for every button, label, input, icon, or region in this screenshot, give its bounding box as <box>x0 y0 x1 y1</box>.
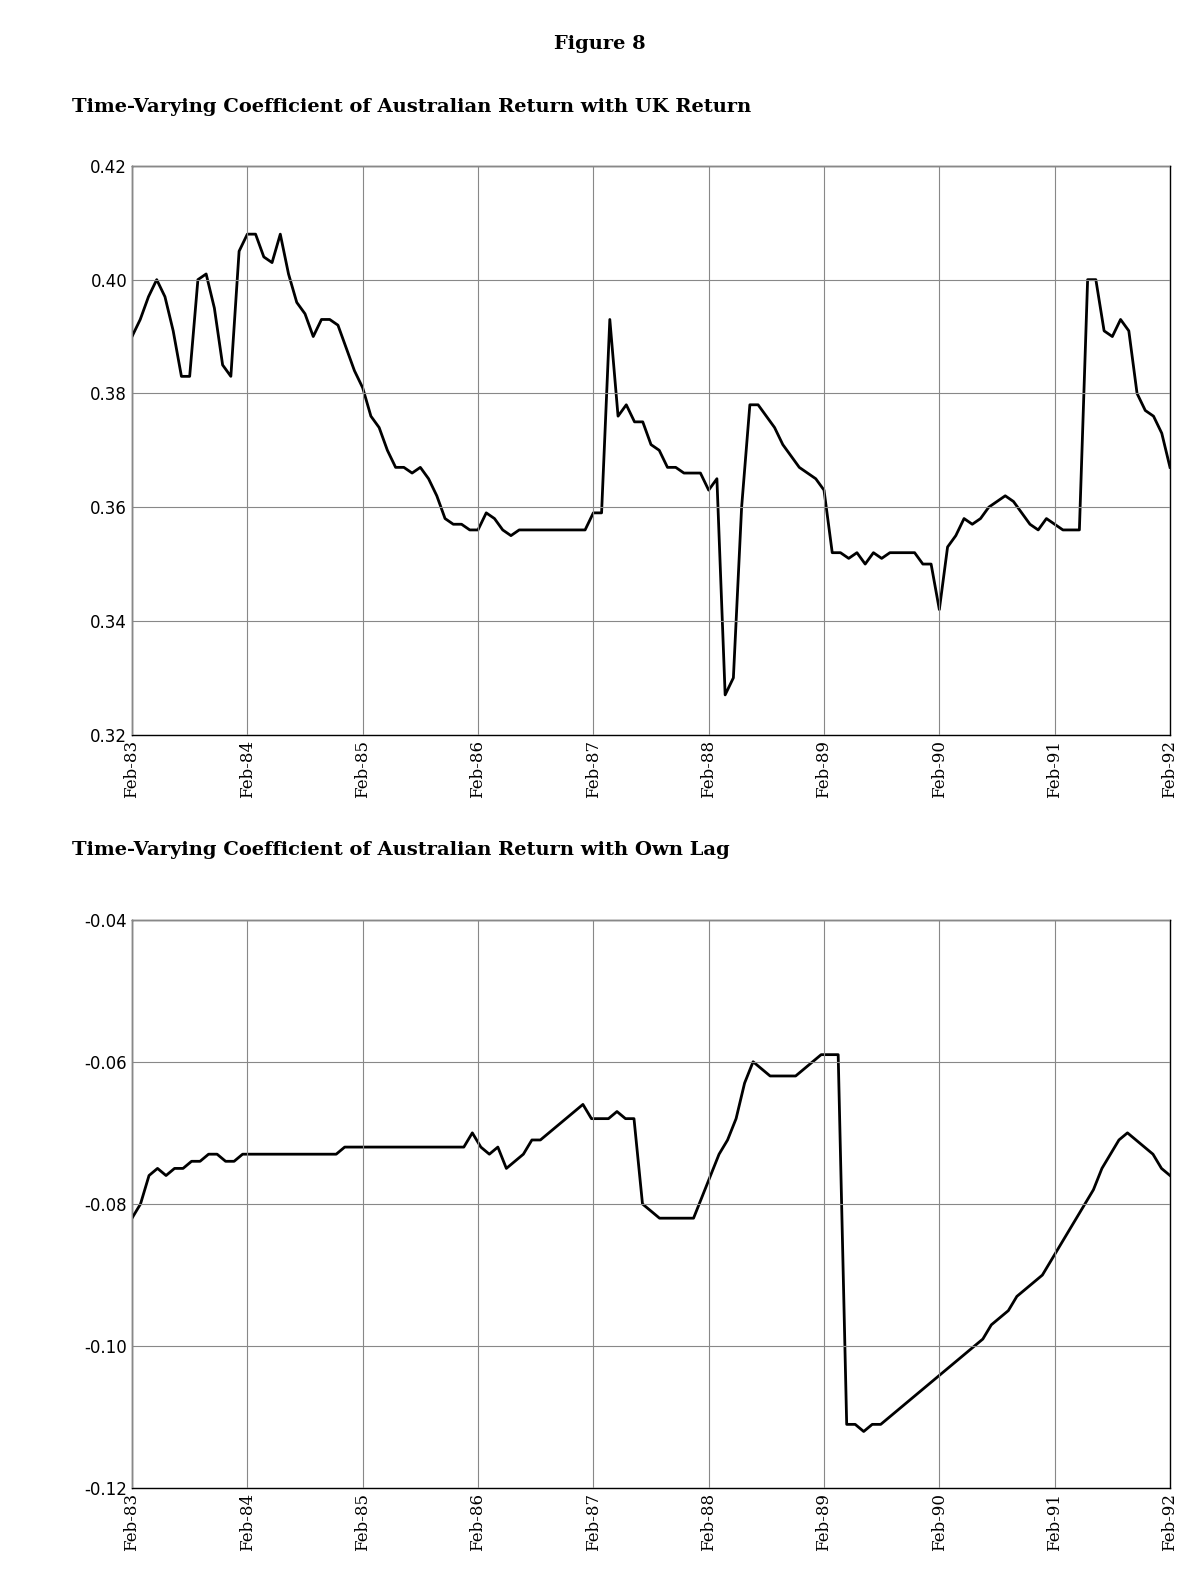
Text: Time-Varying Coefficient of Australian Return with UK Return: Time-Varying Coefficient of Australian R… <box>72 98 751 117</box>
Text: Time-Varying Coefficient of Australian Return with Own Lag: Time-Varying Coefficient of Australian R… <box>72 841 730 860</box>
Text: Figure 8: Figure 8 <box>554 35 646 52</box>
